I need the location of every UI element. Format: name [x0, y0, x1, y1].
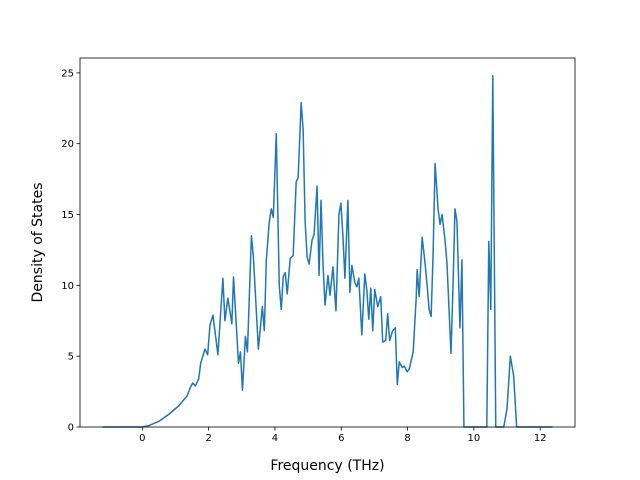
y-tick-label: 10 — [61, 281, 74, 292]
x-tick-label: 0 — [139, 433, 145, 444]
x-axis-label: Frequency (THz) — [270, 458, 384, 474]
y-tick-label: 25 — [61, 68, 74, 79]
y-tick-label: 15 — [61, 210, 74, 221]
plot-frame — [79, 57, 576, 428]
y-axis-label: Density of States — [30, 183, 46, 303]
x-tick-label: 12 — [534, 433, 547, 444]
y-tick-label: 20 — [61, 139, 74, 150]
x-tick-label: 2 — [205, 433, 211, 444]
y-tick-label: 0 — [68, 423, 74, 434]
y-tick-label: 5 — [68, 352, 74, 363]
x-tick-label: 6 — [338, 433, 344, 444]
x-tick-label: 8 — [404, 433, 410, 444]
line — [102, 74, 553, 428]
x-tick-label: 4 — [272, 433, 278, 444]
x-tick-label: 10 — [468, 433, 481, 444]
